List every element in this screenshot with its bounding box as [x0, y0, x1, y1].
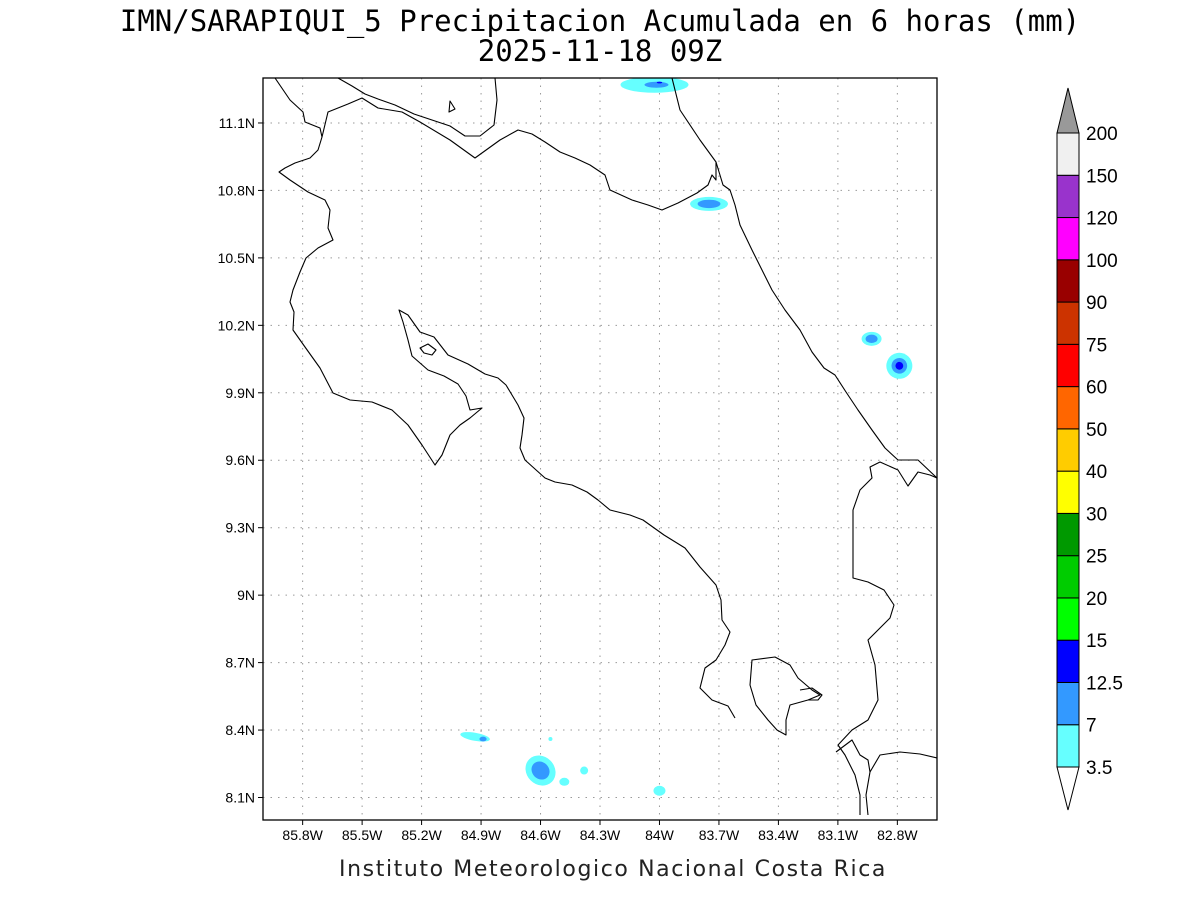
legend-swatch: [1056, 217, 1080, 261]
lat-tick-label: 9.3N: [225, 520, 255, 536]
legend-under-triangle: [1056, 766, 1080, 811]
legend-label: 120: [1086, 209, 1118, 230]
coastline: [274, 78, 937, 816]
map-title: IMN/SARAPIQUI_5 Precipitacion Acumulada …: [120, 4, 1080, 39]
precip-contour: [656, 81, 663, 84]
panama-border: [837, 461, 937, 815]
lat-tick-label: 10.2N: [218, 317, 255, 333]
lake-west-shore: [337, 78, 498, 137]
legend-swatch: [1056, 301, 1080, 345]
lat-tick-label: 10.8N: [218, 182, 255, 198]
panama-pacific-coast: [835, 739, 937, 816]
legend-label: 60: [1086, 378, 1107, 399]
lon-tick-label: 82.8W: [877, 827, 918, 843]
map-date: 2025-11-18 09Z: [478, 34, 722, 68]
longitude-labels: 85.8W 85.5W 85.2W 84.9W 84.6W 84.3W 84W 83.7W 83…: [282, 827, 918, 843]
nicoya-gulf-island: [419, 343, 437, 356]
legend-over-triangle: [1056, 87, 1080, 134]
precip-contour: [548, 737, 553, 742]
lat-tick-label: 9N: [237, 587, 255, 603]
legend-swatch: [1056, 470, 1080, 514]
osa-peninsula: [749, 656, 821, 736]
lat-tick-label: 8.1N: [225, 790, 255, 806]
legend-label: 50: [1086, 420, 1107, 441]
legend-swatch: [1056, 259, 1080, 303]
precip-contour: [531, 761, 550, 780]
legend-swatch: [1056, 639, 1080, 683]
lon-tick-label: 85.8W: [282, 827, 323, 843]
precipitation-contours: [460, 78, 913, 796]
lon-tick-label: 84.9W: [461, 827, 502, 843]
precip-contour: [895, 361, 904, 370]
graticule: [258, 78, 937, 825]
lake-island: [448, 100, 456, 113]
legend-label: 3.5: [1086, 758, 1112, 779]
precip-contour: [865, 334, 878, 344]
pacific-coast-guanacaste: [278, 136, 736, 719]
caribbean-coast: [715, 161, 937, 479]
nicaragua-lake-shore: [274, 78, 717, 211]
legend-swatch: [1056, 597, 1080, 641]
map-frame: [262, 77, 938, 821]
legend-label: 15: [1086, 631, 1107, 652]
legend-swatch: [1056, 132, 1080, 176]
legend-label: 7: [1086, 716, 1097, 737]
legend-swatch: [1056, 555, 1080, 599]
lat-tick-label: 11.1N: [219, 115, 255, 131]
lat-tick-label: 10.5N: [218, 250, 255, 266]
legend-swatch: [1056, 174, 1080, 219]
legend-label-top: 200: [1086, 124, 1118, 145]
legend-label: 40: [1086, 462, 1107, 483]
precip-contour: [653, 785, 666, 796]
legend-swatch: [1056, 428, 1080, 472]
legend-label: 75: [1086, 335, 1107, 356]
lat-tick-label: 9.9N: [225, 385, 255, 401]
legend-label: 20: [1086, 589, 1107, 610]
precip-contour: [644, 81, 669, 88]
lon-tick-label: 85.2W: [401, 827, 442, 843]
legend-swatch: [1056, 681, 1080, 726]
lon-tick-label: 85.5W: [342, 827, 383, 843]
legend-label: 30: [1086, 504, 1107, 525]
lon-tick-label: 84.3W: [580, 827, 621, 843]
precip-contour: [479, 736, 487, 742]
latitude-labels: 11.1N 10.8N 10.5N 10.2N 9.9N 9.6N 9.3N 9N 8.7N 8.…: [218, 115, 255, 806]
lat-tick-label: 9.6N: [225, 452, 255, 468]
lat-tick-label: 8.7N: [225, 655, 255, 671]
legend-label: 90: [1086, 293, 1107, 314]
golfito-coast: [799, 687, 823, 701]
legend-label: 100: [1086, 251, 1118, 272]
color-legend: 3.5 7 12.5 15 20 25 30 40 50 60 75 90 100 120 150 200: [1056, 87, 1123, 811]
legend-swatch: [1056, 386, 1080, 430]
lat-tick-label: 8.4N: [225, 722, 255, 738]
lon-tick-label: 84.6W: [520, 827, 561, 843]
legend-label: 12.5: [1086, 673, 1123, 694]
precip-contour: [697, 199, 721, 209]
precip-contour: [559, 777, 570, 786]
lon-tick-label: 83.4W: [758, 827, 799, 843]
legend-label: 25: [1086, 547, 1107, 568]
precip-contour: [580, 766, 589, 775]
lon-tick-label: 83.1W: [818, 827, 859, 843]
institution-credit: Instituto Meteorologico Nacional Costa R…: [339, 857, 887, 882]
lon-tick-label: 83.7W: [699, 827, 740, 843]
precip-contour: [460, 732, 490, 742]
legend-swatch: [1056, 343, 1080, 388]
lon-tick-label: 84W: [645, 827, 675, 843]
legend-swatch: [1056, 512, 1080, 557]
legend-swatch: [1056, 724, 1080, 768]
legend-label: 150: [1086, 166, 1118, 187]
